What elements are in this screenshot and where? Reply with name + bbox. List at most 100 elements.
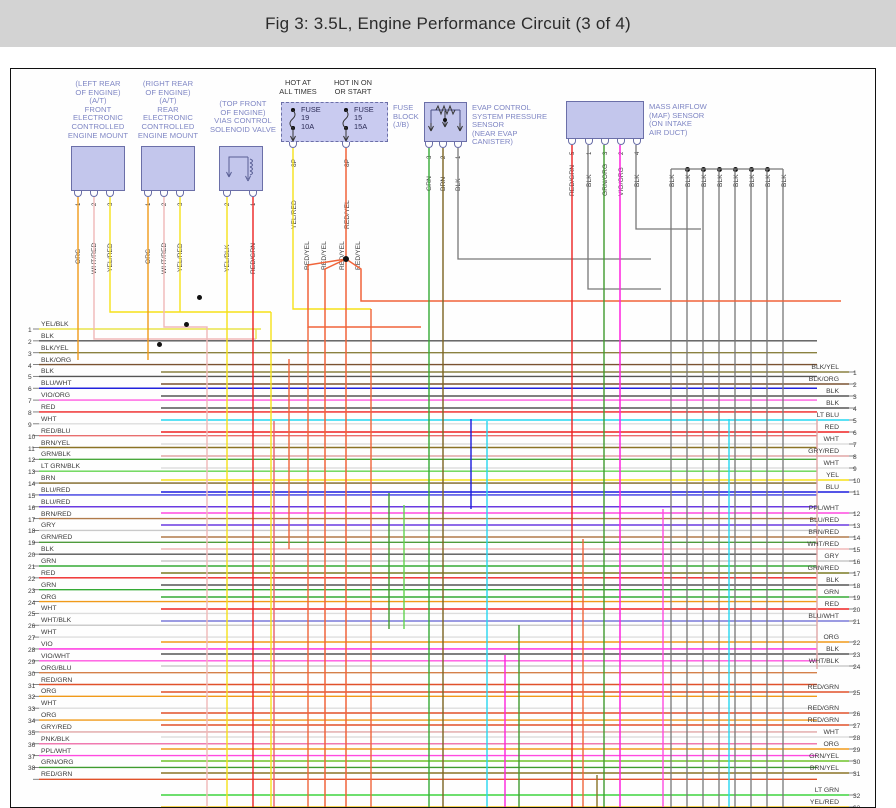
splice-dot (156, 341, 162, 347)
right-rail-row-number: 5 (853, 418, 857, 425)
left-rail-row-number: 12 (28, 457, 36, 465)
right-rail-row-number: 13 (853, 523, 861, 530)
left-rail-wire-label: GRY (41, 522, 56, 530)
wire-segment (345, 258, 841, 302)
wire-segment (292, 148, 371, 310)
left-rail-row-number: 25 (28, 611, 36, 619)
component-label-rear-electronic-controlled-engine-mount: (RIGHT REAR OF ENGINE) (A/T) REAR ELECTR… (137, 79, 199, 140)
fuse-block-label: FUSE BLOCK (J/B) (393, 103, 419, 130)
left-rail-row-number: 33 (28, 706, 36, 714)
left-rail-row-number: 36 (28, 741, 36, 749)
left-rail-row-number: 14 (28, 481, 36, 489)
left-rail-row-number: 10 (28, 433, 36, 441)
component-label-evap-control-system-pressure-sensor: EVAP CONTROL SYSTEM PRESSURE SENSOR (NEA… (472, 103, 548, 147)
left-rail-wire-label: BLK/ORG (41, 356, 72, 364)
left-rail-row-number: 2 (28, 338, 32, 346)
left-rail-wire-label: BLK (41, 546, 54, 554)
fuse-output-arrow-icon (290, 127, 296, 142)
left-rail-row-number: 8 (28, 409, 32, 417)
right-rail-wire-label: RED/GRN (807, 704, 839, 712)
component-rear-electronic-controlled-engine-mount[interactable] (141, 146, 195, 191)
wire-segment (324, 258, 347, 807)
left-rail-wire-label: VIO (41, 640, 53, 648)
left-rail-wire-label: BRN/YEL (41, 439, 71, 447)
fuse-output-arrow-icon (343, 127, 349, 142)
fuse-element-icon (342, 110, 349, 128)
connector-cup (617, 139, 625, 145)
component-label-vias-control-solenoid-valve: (TOP FRONT OF ENGINE) VIAS CONTROL SOLEN… (209, 99, 277, 134)
left-rail-row-number: 24 (28, 599, 36, 607)
right-rail-wire-label: BLK (826, 387, 839, 395)
right-rail-row-number: 20 (853, 607, 861, 614)
right-rail-row-number: 25 (853, 690, 861, 697)
right-rail-row-number: 6 (853, 430, 857, 437)
right-rail-wire-label: WHT/RED (807, 540, 839, 548)
left-rail-row-number: 23 (28, 587, 36, 595)
right-rail-wire-label: RED (824, 600, 839, 608)
right-rail-row-number: 22 (853, 640, 861, 647)
right-rail-wire-label: BLK (826, 576, 839, 584)
right-rail-wire-label: RED/GRN (807, 716, 839, 724)
connector-cup (454, 142, 462, 148)
right-rail-wire-label: BLK/YEL (811, 363, 839, 371)
left-rail-row-number: 16 (28, 504, 36, 512)
right-rail-wire-label: BLU (825, 483, 839, 491)
component-evap-control-system-pressure-sensor[interactable] (424, 102, 467, 142)
fuse-element-icon (289, 110, 296, 128)
left-rail-row-number: 15 (28, 492, 36, 500)
connector-cup (425, 142, 433, 148)
right-rail-row-number: 21 (853, 619, 861, 626)
hot-at-all-times-label: HOT AT ALL TIMES (279, 78, 317, 96)
hot-in-on-or-start-label: HOT IN ON OR START (333, 78, 373, 96)
left-rail-wire-label: GRN/RED (41, 534, 73, 542)
fuse-block[interactable] (281, 102, 388, 142)
left-rail-row-number: 6 (28, 386, 32, 394)
left-rail-row-number: 7 (28, 398, 32, 406)
wire-layer (33, 145, 855, 807)
left-rail-wire-label: ORG/BLU (41, 664, 72, 672)
wire-segment (587, 145, 661, 290)
right-rail-wire-label: BLK/ORG (808, 375, 839, 383)
left-rail-row-number: 30 (28, 670, 36, 678)
left-rail-row-number: 32 (28, 694, 36, 702)
component-vias-control-solenoid-valve[interactable] (219, 146, 263, 191)
left-rail-wire-label: GRN (41, 558, 57, 565)
left-rail-wire-label: LT GRN/BLK (41, 463, 81, 471)
left-rail-wire-label: RED (41, 403, 56, 411)
left-rail-row-number: 11 (28, 445, 35, 453)
right-rail-row-number: 8 (853, 454, 857, 461)
left-rail-wire-label: BLU/RED (41, 498, 71, 506)
connector-cup (342, 142, 350, 148)
connector-cup (568, 139, 576, 145)
left-rail-wire-label: WHT (41, 415, 57, 423)
right-rail-row-number: 14 (853, 535, 861, 542)
right-rail-wire-label: BLU/RED (809, 516, 839, 524)
left-rail-row-number: 38 (28, 765, 36, 773)
wire-segment (635, 145, 701, 230)
right-rail-row-number: 30 (853, 759, 861, 766)
right-rail-wire-label: ORG (823, 740, 839, 748)
left-rail-wire-label: GRN (41, 581, 57, 589)
splice-dot (183, 321, 189, 327)
connector-cup (585, 139, 593, 145)
right-rail-row-number: 23 (853, 652, 861, 659)
right-rail-wire-label: YEL (826, 471, 839, 479)
component-label-front-electronic-controlled-engine-mount: (LEFT REAR OF ENGINE) (A/T) FRONT ELECTR… (67, 79, 129, 140)
right-rail-row-number: 12 (853, 511, 861, 518)
right-rail-row-number: 2 (853, 382, 857, 389)
left-rail-wire-label: BLU/WHT (41, 380, 72, 388)
component-label-mass-airflow-maf-sensor: MASS AIRFLOW (MAF) SENSOR (ON INTAKE AIR… (649, 102, 707, 137)
connector-cup (144, 191, 152, 197)
right-rail-row-number: 3 (853, 394, 857, 401)
left-rail-wire-label: BLK (41, 332, 54, 340)
left-rail-wire-label: BRN (41, 475, 56, 483)
component-front-electronic-controlled-engine-mount[interactable] (71, 146, 125, 191)
connector-cup (90, 191, 98, 197)
left-rail-wire-label: PNK/BLK (41, 735, 70, 743)
wire-segment (307, 258, 421, 328)
left-rail-row-number: 27 (28, 635, 36, 643)
component-mass-airflow-maf-sensor[interactable] (566, 101, 644, 139)
left-rail-row-number: 26 (28, 623, 36, 631)
right-rail-wire-label: BRN/RED (808, 528, 839, 536)
solenoid-coil-icon (226, 156, 253, 182)
